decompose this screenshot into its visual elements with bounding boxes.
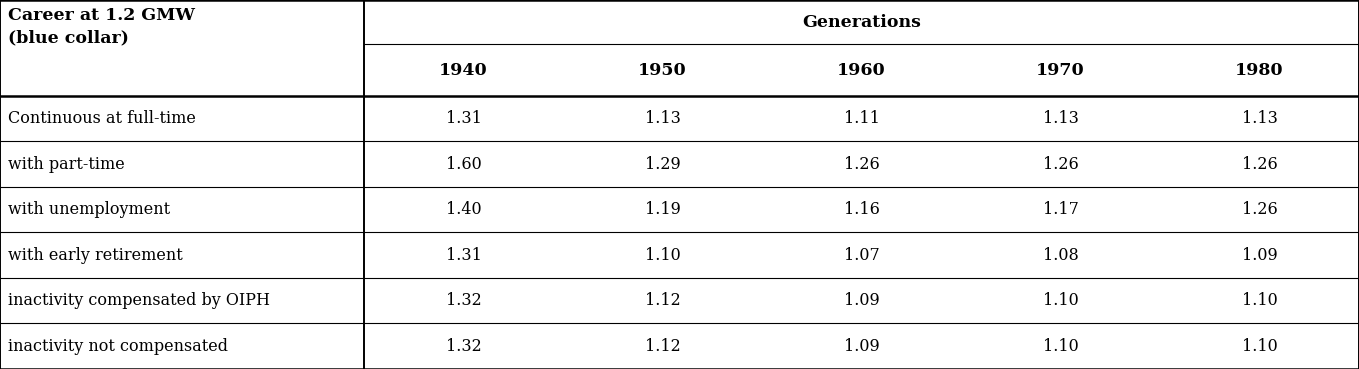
Text: 1970: 1970 xyxy=(1036,62,1084,79)
Text: 1.26: 1.26 xyxy=(1242,201,1277,218)
Text: 1.40: 1.40 xyxy=(446,201,481,218)
Text: 1.10: 1.10 xyxy=(1242,292,1277,309)
Text: 1.12: 1.12 xyxy=(644,292,681,309)
Text: 1.13: 1.13 xyxy=(1042,110,1079,127)
Text: inactivity not compensated: inactivity not compensated xyxy=(8,338,228,355)
Text: 1.26: 1.26 xyxy=(844,156,879,173)
Text: with unemployment: with unemployment xyxy=(8,201,170,218)
Text: 1.09: 1.09 xyxy=(844,338,879,355)
Text: with early retirement: with early retirement xyxy=(8,247,183,264)
Text: 1.60: 1.60 xyxy=(446,156,481,173)
Text: 1.29: 1.29 xyxy=(644,156,681,173)
Text: 1.12: 1.12 xyxy=(644,338,681,355)
Text: 1.10: 1.10 xyxy=(1042,338,1079,355)
Text: 1.19: 1.19 xyxy=(644,201,681,218)
Text: 1.09: 1.09 xyxy=(1242,247,1277,264)
Text: 1960: 1960 xyxy=(837,62,886,79)
Text: Career at 1.2 GMW: Career at 1.2 GMW xyxy=(8,7,196,24)
Text: 1.32: 1.32 xyxy=(446,338,481,355)
Text: 1.07: 1.07 xyxy=(844,247,879,264)
Text: 1.13: 1.13 xyxy=(1242,110,1277,127)
Text: 1.13: 1.13 xyxy=(644,110,681,127)
Text: 1.26: 1.26 xyxy=(1242,156,1277,173)
Text: Generations: Generations xyxy=(802,14,921,31)
Text: 1.10: 1.10 xyxy=(1242,338,1277,355)
Text: 1.31: 1.31 xyxy=(446,110,481,127)
Text: 1.10: 1.10 xyxy=(1042,292,1079,309)
Text: 1.31: 1.31 xyxy=(446,247,481,264)
Text: 1.16: 1.16 xyxy=(844,201,879,218)
Text: 1940: 1940 xyxy=(439,62,488,79)
Text: 1.08: 1.08 xyxy=(1042,247,1079,264)
Text: (blue collar): (blue collar) xyxy=(8,29,129,46)
Text: Continuous at full-time: Continuous at full-time xyxy=(8,110,196,127)
Text: 1.09: 1.09 xyxy=(844,292,879,309)
Text: 1.17: 1.17 xyxy=(1042,201,1079,218)
Text: with part-time: with part-time xyxy=(8,156,125,173)
Text: 1.26: 1.26 xyxy=(1042,156,1079,173)
Text: 1.10: 1.10 xyxy=(644,247,681,264)
Text: inactivity compensated by OIPH: inactivity compensated by OIPH xyxy=(8,292,270,309)
Text: 1950: 1950 xyxy=(639,62,688,79)
Text: 1.32: 1.32 xyxy=(446,292,481,309)
Text: 1980: 1980 xyxy=(1235,62,1284,79)
Text: 1.11: 1.11 xyxy=(844,110,879,127)
